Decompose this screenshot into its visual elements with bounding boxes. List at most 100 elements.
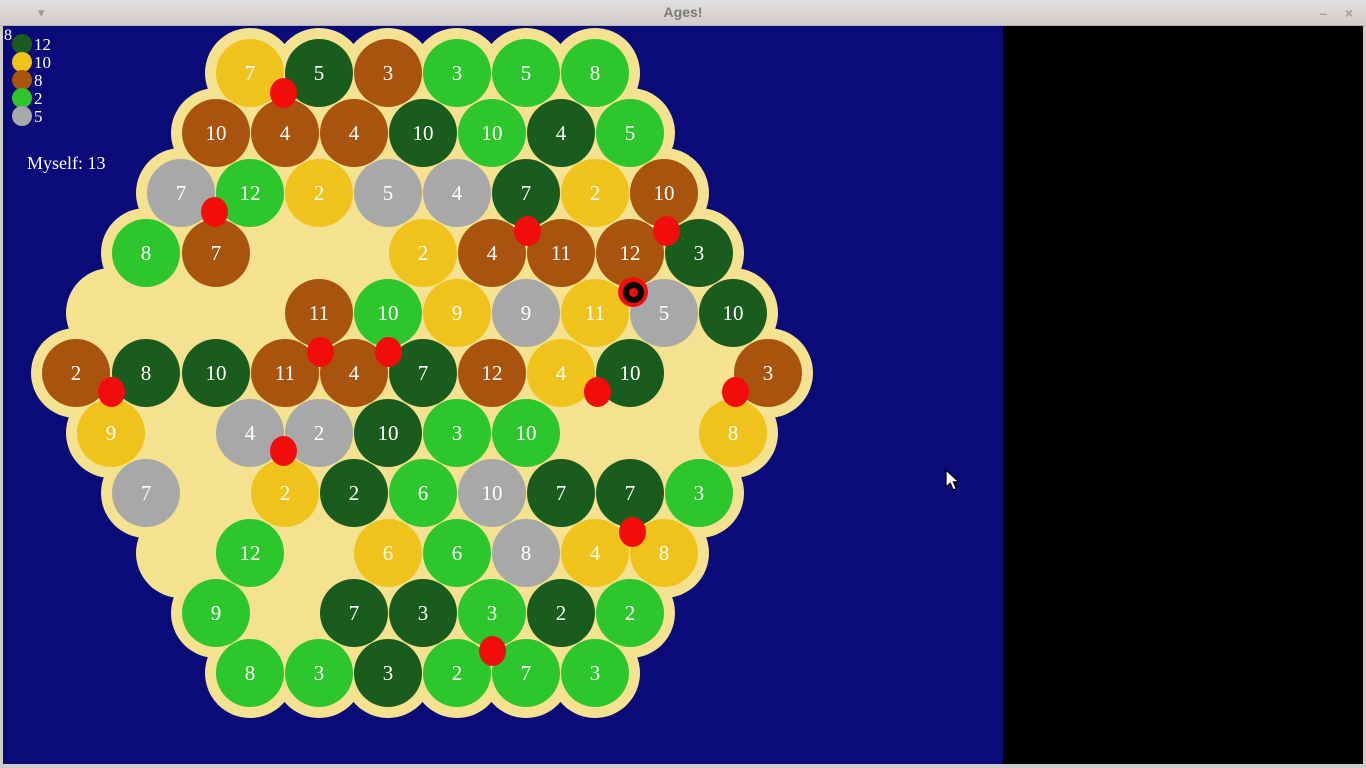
board-cell[interactable]: 10 (354, 279, 422, 347)
cell-value: 11 (274, 360, 296, 385)
board-cell[interactable]: 7 (320, 579, 388, 647)
board-cell[interactable]: 8 (561, 39, 629, 107)
board-cell[interactable]: 3 (458, 579, 526, 647)
board-cell[interactable]: 9 (423, 279, 491, 347)
board-cell[interactable]: 7 (596, 459, 664, 527)
cell-value: 4 (486, 240, 498, 265)
cell-value: 8 (140, 360, 152, 385)
cell-value: 10 (377, 420, 399, 445)
board-cell[interactable]: 3 (354, 639, 422, 707)
board-cell[interactable]: 8 (492, 519, 560, 587)
board-cell[interactable]: 2 (320, 459, 388, 527)
cell-value: 4 (244, 420, 256, 445)
board-cell[interactable]: 2 (389, 219, 457, 287)
board-cell[interactable]: 3 (423, 399, 491, 467)
legend-value-label: 5 (34, 107, 43, 126)
cell-value: 5 (658, 300, 670, 325)
board-cell[interactable]: 3 (389, 579, 457, 647)
cell-value: 4 (348, 360, 360, 385)
board-cell[interactable]: 3 (285, 639, 353, 707)
cell-value: 10 (205, 360, 227, 385)
highlighted-marker[interactable] (618, 277, 648, 307)
board-cell[interactable]: 10 (182, 339, 250, 407)
cell-value: 8 (589, 60, 601, 85)
board-cell[interactable]: 8 (216, 639, 284, 707)
board-cell[interactable]: 10 (354, 399, 422, 467)
cell-value: 7 (348, 600, 360, 625)
board-cell[interactable]: 7 (492, 159, 560, 227)
cell-value: 9 (451, 300, 463, 325)
cell-value: 4 (348, 120, 360, 145)
board-cell[interactable]: 2 (596, 579, 664, 647)
minimize-button[interactable]: – (1319, 5, 1327, 21)
legend-value-label: 8 (34, 71, 43, 90)
legend-color-swatch (12, 70, 32, 90)
legend-color-swatch (12, 34, 32, 54)
board-cell[interactable]: 2 (285, 159, 353, 227)
board-cell[interactable]: 4 (527, 99, 595, 167)
window-titlebar[interactable]: ▾ Ages! – × (0, 0, 1366, 26)
legend-value-label: 12 (34, 35, 51, 54)
board-cell[interactable]: 3 (665, 459, 733, 527)
board-cell[interactable]: 10 (182, 99, 250, 167)
board-cell[interactable]: 7 (182, 219, 250, 287)
board-cell[interactable]: 10 (596, 339, 664, 407)
board-cell[interactable]: 10 (630, 159, 698, 227)
cell-value: 3 (451, 60, 463, 85)
board-cell[interactable]: 3 (423, 39, 491, 107)
legend-color-swatch (12, 52, 32, 72)
cell-value: 4 (589, 540, 601, 565)
board-cell[interactable]: 6 (389, 459, 457, 527)
board-cell[interactable]: 6 (423, 519, 491, 587)
cell-value: 10 (412, 120, 434, 145)
board-cell[interactable]: 10 (458, 99, 526, 167)
board-cell[interactable]: 9 (492, 279, 560, 347)
board-cell[interactable]: 9 (182, 579, 250, 647)
board-cell[interactable]: 2 (561, 159, 629, 227)
cell-value: 7 (244, 60, 256, 85)
board-cell[interactable]: 10 (492, 399, 560, 467)
board-cell[interactable]: 10 (458, 459, 526, 527)
board-cell[interactable]: 12 (458, 339, 526, 407)
board-cell[interactable]: 10 (699, 279, 767, 347)
board-cell[interactable]: 5 (354, 159, 422, 227)
cell-value: 3 (486, 600, 498, 625)
board-cell[interactable]: 8 (112, 219, 180, 287)
red-marker-dot (721, 377, 749, 407)
board-cell[interactable]: 7 (527, 459, 595, 527)
red-marker-dot (513, 216, 541, 246)
close-button[interactable]: × (1344, 5, 1354, 21)
board-cell[interactable]: 5 (492, 39, 560, 107)
board-cell[interactable]: 4 (561, 519, 629, 587)
cell-value: 10 (205, 120, 227, 145)
cell-value: 10 (722, 300, 744, 325)
board-cell[interactable]: 6 (354, 519, 422, 587)
board-cell[interactable]: 2 (527, 579, 595, 647)
board-cell[interactable]: 11 (561, 279, 629, 347)
board-cell[interactable]: 7 (112, 459, 180, 527)
red-marker-dot (269, 436, 297, 466)
board-cell[interactable]: 4 (320, 99, 388, 167)
red-marker-dot (618, 517, 646, 547)
red-marker-dot (478, 636, 506, 666)
board-cell[interactable]: 4 (251, 99, 319, 167)
cell-value: 2 (313, 420, 325, 445)
board-cell[interactable]: 2 (251, 459, 319, 527)
board-cell[interactable]: 3 (561, 639, 629, 707)
board-cell[interactable]: 9 (77, 399, 145, 467)
cell-value: 8 (658, 540, 670, 565)
cell-value: 6 (451, 540, 463, 565)
board-cell[interactable]: 5 (596, 99, 664, 167)
board-cell[interactable]: 11 (285, 279, 353, 347)
red-marker-dot (269, 78, 297, 108)
board-cell[interactable]: 3 (354, 39, 422, 107)
red-marker-dot (306, 337, 334, 367)
board-cell[interactable]: 10 (389, 99, 457, 167)
cell-value: 10 (619, 360, 641, 385)
board-cell[interactable]: 4 (423, 159, 491, 227)
board-cell[interactable]: 8 (699, 399, 767, 467)
window-menu-icon[interactable]: ▾ (38, 5, 45, 20)
board-cell[interactable]: 12 (216, 519, 284, 587)
corner-counter: 8 (4, 27, 12, 44)
cell-value: 11 (550, 240, 572, 265)
